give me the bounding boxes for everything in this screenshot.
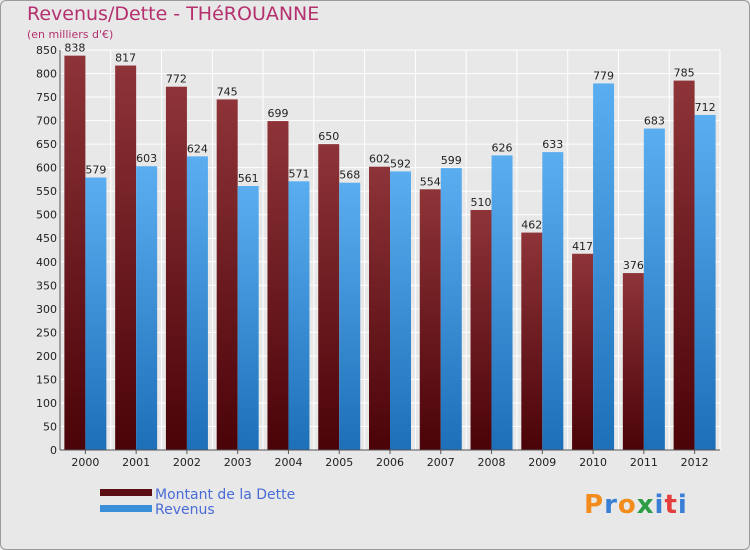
logo-letter: o — [617, 490, 637, 520]
chart-title: Revenus/Dette - THéROUANNE — [27, 3, 320, 25]
y-tick-label: 850 — [36, 44, 57, 57]
bar-dette — [216, 99, 238, 450]
bar-revenus — [694, 114, 716, 451]
x-tick-label: 2010 — [579, 456, 607, 469]
x-tick-label: 2006 — [376, 456, 404, 469]
bar-revenus — [390, 171, 411, 451]
bar-revenus — [440, 168, 462, 450]
bar-revenus — [542, 152, 564, 450]
data-label: 579 — [85, 164, 106, 177]
y-tick-label: 650 — [36, 138, 57, 151]
y-tick-label: 500 — [36, 209, 57, 222]
y-tick-label: 750 — [36, 91, 57, 104]
x-tick-label: 2011 — [630, 456, 658, 469]
data-label: 817 — [115, 52, 136, 65]
y-tick-label: 550 — [36, 185, 57, 198]
bar-revenus — [643, 128, 665, 450]
data-label: 376 — [623, 259, 644, 272]
data-label: 592 — [390, 157, 411, 170]
bar-dette — [572, 253, 594, 450]
bar-revenus — [237, 186, 259, 450]
y-tick-label: 600 — [36, 162, 57, 175]
y-tick-label: 800 — [36, 68, 57, 81]
bar-dette — [64, 55, 86, 450]
bar-dette — [318, 144, 340, 450]
bar-revenus — [136, 166, 158, 450]
data-label: 650 — [318, 130, 339, 143]
y-tick-label: 700 — [36, 115, 57, 128]
data-label: 745 — [217, 85, 238, 98]
x-tick-label: 2000 — [71, 456, 99, 469]
data-label: 561 — [238, 172, 259, 185]
x-tick-label: 2001 — [122, 456, 150, 469]
y-tick-label: 400 — [36, 256, 57, 269]
x-tick-label: 2012 — [681, 456, 709, 469]
legend-swatch-debt — [100, 489, 152, 496]
y-tick-label: 200 — [36, 350, 57, 363]
data-label: 624 — [187, 142, 208, 155]
bar-revenus — [85, 177, 107, 450]
bar-dette — [115, 65, 137, 450]
bar-revenus — [288, 181, 310, 450]
logo-letter: i — [677, 490, 688, 520]
bar-revenus — [593, 83, 615, 450]
bar-dette — [419, 189, 441, 450]
bar-dette — [470, 210, 492, 450]
data-label: 417 — [572, 240, 593, 253]
legend-label-revenus: Revenus — [155, 502, 215, 518]
x-tick-label: 2004 — [274, 456, 302, 469]
y-tick-label: 450 — [36, 232, 57, 245]
data-label: 712 — [695, 101, 716, 114]
data-label: 683 — [644, 115, 665, 128]
proxiti-logo: Proxiti — [584, 490, 688, 520]
legend-swatch-revenus — [100, 505, 152, 512]
bar-dette — [267, 121, 289, 450]
data-label: 462 — [521, 219, 542, 232]
data-label: 603 — [136, 152, 157, 165]
bar-dette — [673, 80, 695, 451]
bar-revenus — [186, 156, 208, 450]
bar-dette — [165, 86, 187, 451]
data-label: 602 — [369, 153, 390, 166]
logo-letter: P — [584, 490, 605, 520]
data-label: 626 — [492, 141, 513, 154]
logo-letter: t — [664, 490, 678, 520]
data-label: 571 — [288, 167, 309, 180]
bar-revenus — [339, 182, 361, 451]
bar-dette — [521, 232, 543, 450]
logo-letter: i — [654, 490, 665, 520]
data-label: 779 — [593, 69, 614, 82]
y-tick-label: 0 — [50, 444, 57, 457]
data-label: 599 — [441, 154, 462, 167]
bar-dette — [622, 273, 644, 450]
data-label: 568 — [339, 169, 360, 182]
data-label: 699 — [267, 107, 288, 120]
x-tick-label: 2005 — [325, 456, 353, 469]
chart-subtitle: (en milliers d'€) — [27, 28, 114, 41]
y-tick-label: 350 — [36, 279, 57, 292]
bar-revenus — [491, 155, 513, 451]
x-tick-label: 2009 — [528, 456, 556, 469]
y-tick-label: 300 — [36, 303, 57, 316]
x-tick-label: 2002 — [173, 456, 201, 469]
bar-dette — [369, 166, 390, 451]
data-label: 510 — [471, 196, 492, 209]
data-label: 633 — [542, 138, 563, 151]
y-tick-label: 100 — [36, 397, 57, 410]
y-tick-label: 150 — [36, 373, 57, 386]
data-label: 838 — [64, 42, 85, 55]
data-label: 785 — [674, 67, 695, 80]
logo-letter: x — [636, 490, 655, 520]
data-label: 772 — [166, 73, 187, 86]
legend-label-debt: Montant de la Dette — [155, 487, 295, 503]
data-label: 554 — [420, 175, 441, 188]
y-tick-label: 250 — [36, 326, 57, 339]
x-tick-label: 2008 — [478, 456, 506, 469]
x-tick-label: 2007 — [427, 456, 455, 469]
y-tick-label: 50 — [43, 420, 57, 433]
logo-letter: r — [604, 490, 618, 520]
x-tick-label: 2003 — [224, 456, 252, 469]
